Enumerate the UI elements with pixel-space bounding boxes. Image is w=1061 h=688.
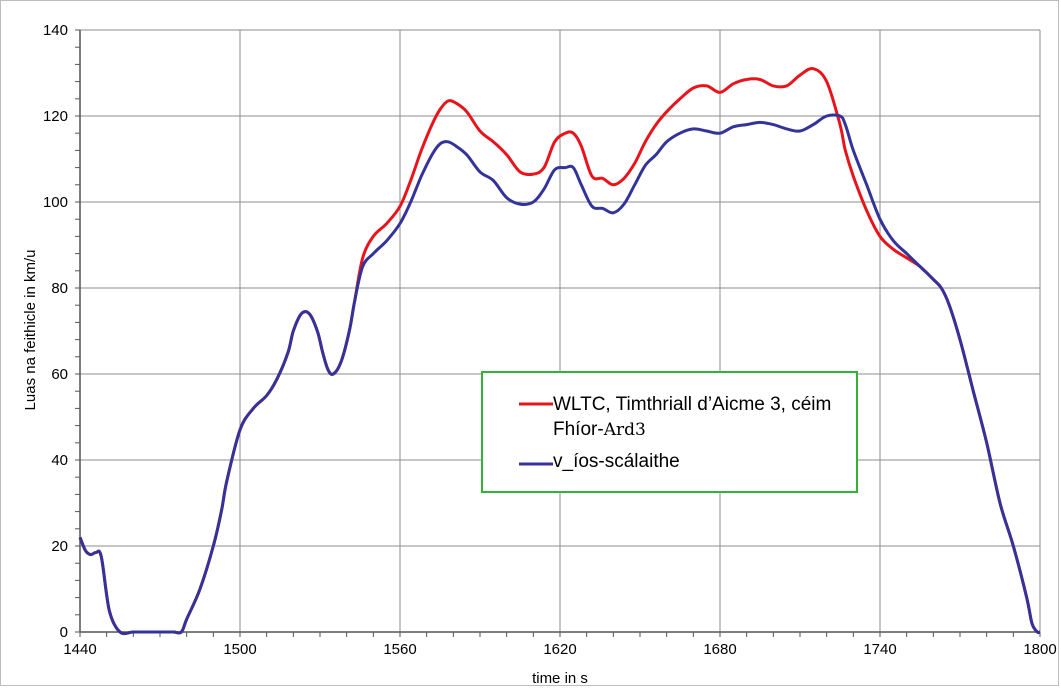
x-tick-label: 1560 — [383, 641, 416, 658]
series-line-scaled — [78, 113, 1041, 636]
y-tick-label: 60 — [51, 366, 68, 383]
legend-label-scaled: v_íos-scálaithe — [553, 451, 680, 472]
legend-label-wltc-line1: WLTC, Timthriall d’Aicme 3, céim — [553, 394, 831, 415]
x-tick-label: 1500 — [223, 641, 256, 658]
x-tick-label: 1440 — [63, 641, 96, 658]
grid — [79, 29, 1041, 633]
x-tick-label: 1680 — [703, 641, 736, 658]
y-tick-label: 140 — [43, 22, 68, 39]
x-tick-label: 1740 — [863, 641, 896, 658]
legend-label-wltc-line2-b: Ard3 — [603, 420, 646, 440]
y-tick-label: 40 — [51, 452, 68, 469]
legend-box — [481, 371, 858, 493]
x-tick-label: 1620 — [543, 641, 576, 658]
axes — [79, 30, 1040, 633]
y-tick-label: 20 — [51, 538, 68, 555]
y-tick-label: 120 — [43, 108, 68, 125]
x-tick-label: 1800 — [1023, 641, 1056, 658]
minor-ticks — [75, 29, 1041, 637]
legend: WLTC, Timthriall d’Aicme 3, céim Fhíor-A… — [481, 371, 858, 493]
y-tick-label: 100 — [43, 194, 68, 211]
tick-labels: 1440 1500 1560 1620 1680 1740 1800 0 20 40 60 80 100… — [43, 22, 1057, 658]
y-tick-label: 0 — [60, 624, 68, 641]
series-layer — [78, 67, 1041, 636]
legend-label-wltc-line2-a: Fhíor- — [553, 419, 604, 440]
legend-label-wltc-line2: Fhíor-Ard3 — [553, 419, 646, 440]
y-tick-label: 80 — [51, 280, 68, 297]
y-axis-title: Luas na feithicle in km/u — [22, 250, 39, 411]
x-axis-title: time in s — [532, 670, 588, 687]
